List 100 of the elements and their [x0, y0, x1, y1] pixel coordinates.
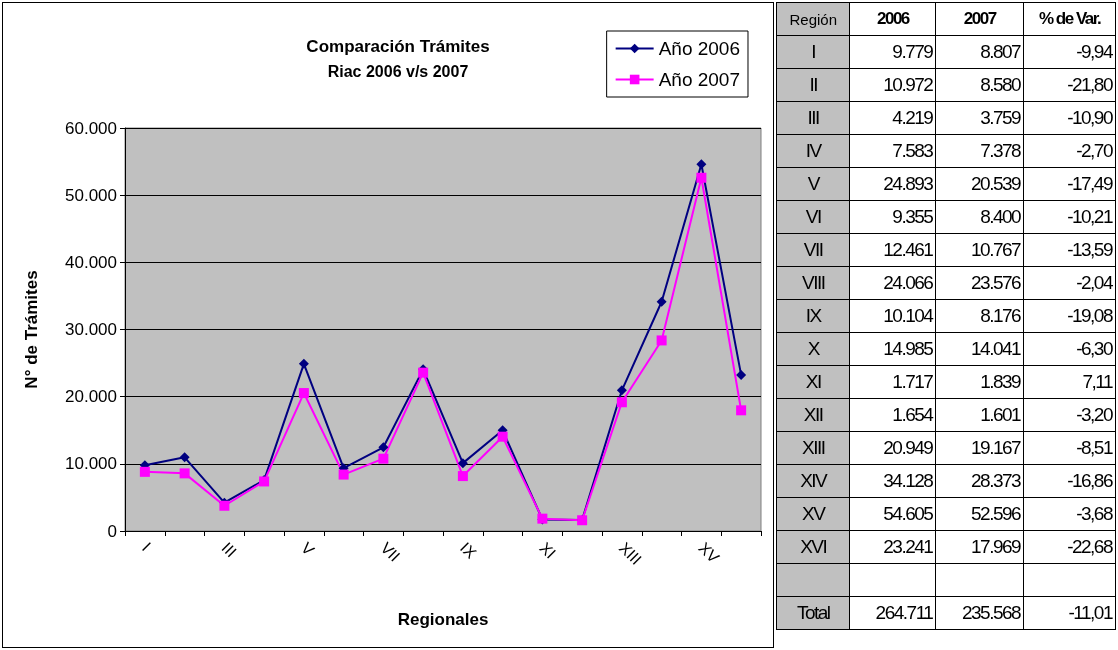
point [616, 397, 627, 408]
text: 9.779 [892, 41, 933, 62]
y-tick-label: 0 [107, 521, 117, 541]
text: 1.839 [980, 371, 1021, 392]
point [338, 469, 349, 480]
category-label: XVI [800, 536, 827, 557]
legend-label: Año 2007 [658, 69, 741, 90]
text: 8.580 [980, 74, 1021, 95]
category-label: VI [805, 206, 821, 227]
text: -11,01 [1068, 602, 1112, 623]
text: -2,70 [1076, 140, 1112, 161]
point [736, 405, 747, 416]
x-tick-label: V [297, 538, 318, 559]
text: 8.400 [980, 206, 1021, 227]
text: 1.654 [892, 404, 933, 425]
text: 7.583 [892, 140, 933, 161]
x-tick-label: VII [377, 538, 404, 565]
point [616, 385, 627, 396]
text: 264.711 [875, 602, 933, 623]
text: 8.176 [980, 305, 1021, 326]
category-label: XI [805, 371, 821, 392]
text: 235.568 [961, 602, 1021, 623]
text: 28.373 [971, 470, 1021, 491]
text: 54.605 [883, 503, 933, 524]
text: 1.601 [980, 404, 1021, 425]
text: 19.167 [971, 437, 1021, 458]
x-tick-label: III [218, 538, 240, 561]
point [497, 431, 508, 442]
category-label: XIV [800, 470, 827, 491]
text: 23.241 [883, 536, 933, 557]
text: 10.104 [883, 305, 933, 326]
text: 14.041 [971, 338, 1021, 359]
category-label: % de Var. [1023, 2, 1116, 36]
x-tick-label: XI [536, 538, 560, 562]
y-tick-label: 60.000 [65, 118, 117, 138]
category-label: Región [776, 2, 850, 36]
text: 10.767 [971, 239, 1021, 260]
text: -6,30 [1076, 338, 1112, 359]
text: 52.596 [971, 503, 1021, 524]
point [179, 468, 190, 479]
y-axis-title: N° de Trámites [22, 270, 41, 389]
text: 20.949 [883, 437, 933, 458]
category-label: IX [805, 305, 821, 326]
text: -3,68 [1076, 503, 1112, 524]
category-label: II [809, 74, 818, 95]
text: -9,94 [1076, 41, 1112, 62]
point [378, 442, 389, 453]
point [179, 452, 190, 463]
y-tick-label: 40.000 [65, 252, 117, 272]
legend-label: Año 2006 [658, 38, 741, 59]
category-label: X [807, 338, 819, 359]
text: -8,51 [1076, 437, 1112, 458]
point [457, 471, 468, 482]
category-label: III [807, 107, 819, 128]
text: 8.807 [980, 41, 1021, 62]
x-tick-label: XIII [615, 538, 645, 568]
chart-subtitle: Riac 2006 v/s 2007 [327, 62, 469, 80]
text: 17.969 [971, 536, 1021, 557]
point [298, 358, 309, 369]
y-tick-label: 50.000 [65, 185, 117, 205]
point [457, 458, 468, 469]
x-axis-title: Regionales [397, 610, 489, 629]
category-label: XIII [801, 437, 825, 458]
text: -16,86 [1067, 470, 1112, 491]
text: 24.893 [883, 173, 933, 194]
y-tick-label: 20.000 [65, 387, 117, 407]
category-label: IV [805, 140, 821, 161]
text: 34.128 [883, 470, 933, 491]
text: 24.066 [883, 272, 933, 293]
text: 7.378 [980, 140, 1021, 161]
x-tick-label: IX [456, 538, 480, 562]
text: 7,11 [1082, 371, 1112, 392]
text: -19,08 [1067, 305, 1112, 326]
x-tick-label: XV [695, 538, 723, 567]
category-label: Total [796, 602, 830, 623]
category-label: XV [802, 503, 825, 524]
x-tick-label: I [138, 538, 155, 555]
text: 4.219 [892, 107, 933, 128]
text: 20.539 [971, 173, 1021, 194]
text: 12.461 [883, 239, 933, 260]
text: 10.972 [883, 74, 933, 95]
y-tick-label: 10.000 [65, 454, 117, 474]
text: -21,80 [1067, 74, 1112, 95]
text: -3,20 [1076, 404, 1112, 425]
text: 3.759 [980, 107, 1021, 128]
y-tick-label: 30.000 [65, 320, 117, 339]
point [696, 172, 707, 183]
point [298, 388, 309, 399]
text: 1.717 [892, 371, 933, 392]
point [378, 453, 389, 464]
text: 9.355 [892, 206, 933, 227]
text: -17,49 [1067, 173, 1112, 194]
text: 23.576 [971, 272, 1021, 293]
point [139, 466, 150, 477]
point [696, 159, 707, 170]
point [656, 335, 667, 346]
category-label: I [811, 41, 816, 62]
text: -13,59 [1067, 239, 1112, 260]
chart-title: Comparación Trámites [306, 37, 490, 56]
text: 14.985 [883, 338, 933, 359]
